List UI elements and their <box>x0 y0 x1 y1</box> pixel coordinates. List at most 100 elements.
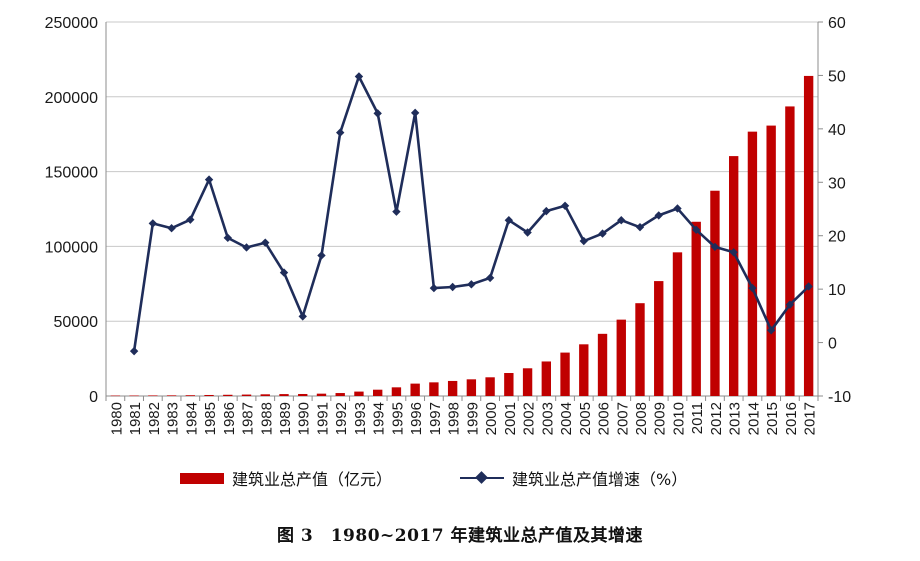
bar <box>522 368 533 396</box>
bar <box>579 344 589 396</box>
bar <box>298 393 308 396</box>
x-tick-label: 2006 <box>596 402 613 435</box>
growth-point <box>354 72 364 81</box>
growth-point <box>560 201 570 210</box>
growth-point <box>373 109 382 118</box>
x-tick-label: 1981 <box>127 402 144 435</box>
x-tick-label: 2012 <box>708 402 725 435</box>
growth-point <box>129 346 139 356</box>
x-tick-label: 1983 <box>165 402 182 435</box>
growth-point <box>148 219 158 228</box>
growth-point <box>748 283 757 293</box>
y-right-tick-label: 30 <box>828 175 846 192</box>
bar <box>635 303 645 396</box>
bar <box>541 361 551 396</box>
x-tick-label: 1985 <box>202 402 219 435</box>
x-tick-label: 2005 <box>577 402 594 435</box>
x-tick-label: 1987 <box>240 402 257 435</box>
x-tick-label: 1998 <box>446 402 463 435</box>
bar <box>747 131 758 396</box>
bar <box>597 333 608 396</box>
y-right-tick-label: 20 <box>828 229 846 246</box>
x-tick-label: 2013 <box>727 402 744 435</box>
bar <box>785 106 795 396</box>
growth-point <box>467 280 476 289</box>
x-tick-label: 2004 <box>558 402 575 435</box>
bar <box>710 190 720 396</box>
y-right-tick-label: -10 <box>828 389 851 406</box>
bar <box>466 379 477 396</box>
x-tick-label: 1997 <box>427 402 444 435</box>
growth-point <box>542 206 551 216</box>
bar <box>241 394 252 396</box>
bar <box>279 394 289 396</box>
growth-point <box>692 225 701 235</box>
x-tick-label: 2015 <box>764 402 781 435</box>
growth-point <box>317 251 326 260</box>
x-tick-label: 2011 <box>689 402 706 434</box>
y-left-tick-label: 100000 <box>45 239 98 256</box>
bar <box>166 395 177 396</box>
x-tick-label: 2003 <box>539 402 556 435</box>
growth-point <box>804 282 813 291</box>
growth-point <box>485 273 495 283</box>
x-tick-label: 2016 <box>783 402 800 435</box>
x-tick-label: 1990 <box>296 402 313 435</box>
x-tick-label: 2008 <box>633 402 650 435</box>
growth-point <box>635 222 645 232</box>
y-left-tick-label: 50000 <box>54 314 99 331</box>
y-left-tick-label: 150000 <box>45 165 98 182</box>
bar <box>335 393 345 396</box>
x-tick-label: 1992 <box>333 402 350 435</box>
legend-swatch-bar <box>180 472 224 484</box>
growth-point <box>448 282 457 292</box>
growth-point <box>729 248 738 257</box>
growth-point <box>204 175 214 184</box>
y-right-tick-label: 40 <box>828 122 846 139</box>
growth-point <box>242 243 251 252</box>
growth-point <box>279 268 289 277</box>
bar <box>560 352 570 396</box>
x-tick-label: 1995 <box>389 402 406 435</box>
growth-point <box>598 229 607 238</box>
bar <box>485 377 495 396</box>
growth-point <box>186 215 195 224</box>
x-tick-label: 1982 <box>146 402 163 435</box>
bar <box>391 387 402 396</box>
x-tick-label: 1980 <box>108 402 125 435</box>
growth-point <box>167 224 176 233</box>
y-right-tick-label: 10 <box>828 282 846 299</box>
growth-point <box>523 228 532 237</box>
legend: 建筑业总产值（亿元） 建筑业总产值增速（%） <box>0 466 920 494</box>
x-tick-label: 2002 <box>521 402 538 435</box>
bar <box>316 393 327 396</box>
bar <box>729 156 739 396</box>
y-left-tick-label: 200000 <box>45 90 98 107</box>
growth-point <box>410 108 420 118</box>
x-tick-label: 1994 <box>371 402 388 435</box>
growth-point <box>336 128 345 137</box>
bar <box>148 395 158 396</box>
x-tick-label: 2007 <box>614 402 631 435</box>
bar <box>616 319 626 396</box>
growth-point <box>710 242 720 252</box>
growth-point <box>785 300 795 309</box>
legend-item-output: 建筑业总产值（亿元） <box>180 466 392 490</box>
y-left-tick-label: 250000 <box>45 15 98 32</box>
bar <box>110 395 121 397</box>
bar <box>410 383 420 396</box>
x-tick-label: 1999 <box>464 402 481 435</box>
legend-label-output: 建筑业总产值（亿元） <box>232 470 393 489</box>
bar <box>447 380 458 396</box>
bar <box>185 395 195 396</box>
x-tick-label: 1986 <box>221 402 238 435</box>
figure-caption: 图 3 1980~2017 年建筑业总产值及其增速 <box>276 526 644 546</box>
bar <box>803 75 814 397</box>
bar <box>429 382 439 396</box>
x-tick-label: 2014 <box>745 402 762 435</box>
growth-point <box>766 326 776 335</box>
y-right-tick-label: 50 <box>828 68 846 85</box>
bar <box>260 394 270 396</box>
x-tick-label: 1984 <box>183 402 200 435</box>
